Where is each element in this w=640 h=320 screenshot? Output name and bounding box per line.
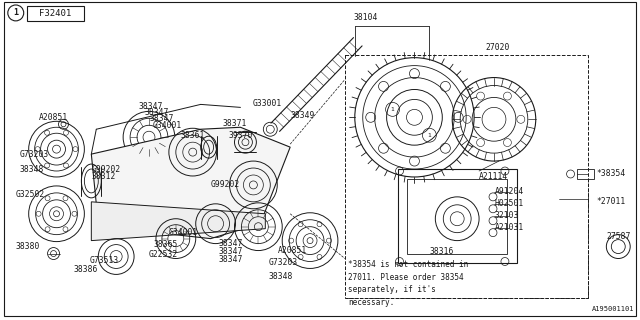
Text: *38354 is not contained in
27011. Please order 38354
separately, if it's
necessa: *38354 is not contained in 27011. Please… bbox=[348, 260, 468, 307]
Text: A20851: A20851 bbox=[278, 246, 307, 255]
Text: 38386: 38386 bbox=[74, 265, 98, 274]
Text: G34001: G34001 bbox=[169, 228, 198, 237]
Text: G33001: G33001 bbox=[252, 99, 282, 108]
Text: 38347: 38347 bbox=[150, 114, 174, 123]
Text: G73513: G73513 bbox=[90, 256, 118, 265]
Text: G34001: G34001 bbox=[153, 121, 182, 130]
Text: G73203: G73203 bbox=[20, 150, 49, 159]
Bar bbox=[27, 6, 84, 21]
Text: G22532: G22532 bbox=[149, 250, 178, 259]
Text: 38349: 38349 bbox=[290, 111, 314, 120]
Text: 38347: 38347 bbox=[138, 102, 163, 111]
Text: 32103: 32103 bbox=[495, 211, 520, 220]
Text: 38104: 38104 bbox=[354, 13, 378, 22]
Text: A21031: A21031 bbox=[495, 223, 524, 232]
Text: 38365: 38365 bbox=[154, 240, 179, 249]
Text: 1: 1 bbox=[428, 133, 431, 138]
Polygon shape bbox=[92, 202, 266, 241]
Text: 38348: 38348 bbox=[20, 164, 44, 173]
Text: A91204: A91204 bbox=[495, 188, 524, 196]
Text: 38380: 38380 bbox=[16, 242, 40, 251]
Polygon shape bbox=[92, 127, 290, 239]
Text: A20851: A20851 bbox=[39, 113, 68, 122]
Text: 38348: 38348 bbox=[268, 272, 292, 281]
Text: G99202: G99202 bbox=[211, 180, 240, 189]
Text: 1: 1 bbox=[13, 8, 19, 17]
Bar bbox=[397, 169, 517, 263]
Text: 38316: 38316 bbox=[429, 247, 454, 256]
Bar bbox=[577, 169, 595, 179]
Text: A195001101: A195001101 bbox=[592, 306, 634, 312]
Text: F32401: F32401 bbox=[40, 9, 72, 18]
Text: G99202: G99202 bbox=[92, 164, 120, 173]
Text: 38361: 38361 bbox=[181, 131, 205, 140]
Text: 27020: 27020 bbox=[485, 43, 509, 52]
Bar bbox=[345, 55, 588, 298]
Text: *27011: *27011 bbox=[596, 197, 626, 206]
Text: *38354: *38354 bbox=[596, 170, 626, 179]
Text: 38347: 38347 bbox=[219, 239, 243, 248]
Text: 1: 1 bbox=[390, 107, 394, 112]
Text: 38312: 38312 bbox=[92, 172, 116, 181]
Text: 38347: 38347 bbox=[219, 255, 243, 264]
Text: A21114: A21114 bbox=[479, 172, 508, 181]
Text: 27587: 27587 bbox=[606, 232, 630, 241]
Text: 39370: 39370 bbox=[228, 131, 253, 140]
Text: H02501: H02501 bbox=[495, 199, 524, 208]
Text: 38371: 38371 bbox=[223, 119, 247, 128]
Bar bbox=[408, 179, 507, 253]
Text: 38347: 38347 bbox=[144, 108, 168, 117]
Text: G73203: G73203 bbox=[268, 258, 298, 267]
Text: 38347: 38347 bbox=[219, 247, 243, 256]
Text: G32502: G32502 bbox=[16, 190, 45, 199]
